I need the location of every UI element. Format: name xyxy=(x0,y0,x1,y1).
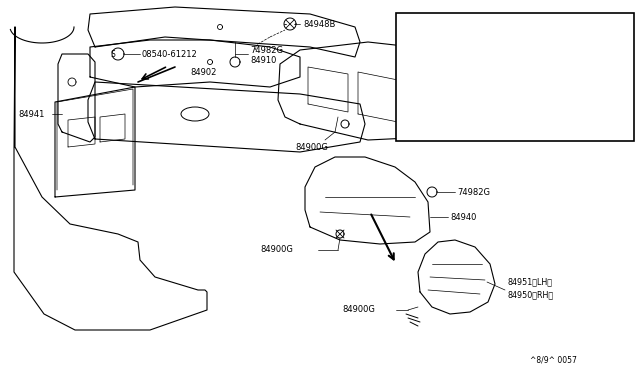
Text: 84951〈LH〉: 84951〈LH〉 xyxy=(507,278,552,286)
Text: 84948B: 84948B xyxy=(303,19,335,29)
Text: ^8/9^ 0057: ^8/9^ 0057 xyxy=(530,356,577,365)
Text: 84941: 84941 xyxy=(18,109,44,119)
Bar xyxy=(396,13,634,141)
Text: S.GXE: S.GXE xyxy=(401,23,429,32)
Text: 84900G: 84900G xyxy=(295,142,328,151)
Text: 08540-61212: 08540-61212 xyxy=(142,49,198,58)
Text: 84902: 84902 xyxy=(190,67,216,77)
Text: 84900G: 84900G xyxy=(260,246,293,254)
Text: S: S xyxy=(111,49,115,58)
Text: 84950〈RH〉: 84950〈RH〉 xyxy=(507,291,553,299)
Text: 84940: 84940 xyxy=(450,212,476,221)
Text: 84900G: 84900G xyxy=(342,305,375,314)
Text: 74982G: 74982G xyxy=(457,187,490,196)
Text: 74982G: 74982G xyxy=(250,45,283,55)
Text: 84910: 84910 xyxy=(250,55,276,64)
Text: 84960M: 84960M xyxy=(464,93,498,102)
